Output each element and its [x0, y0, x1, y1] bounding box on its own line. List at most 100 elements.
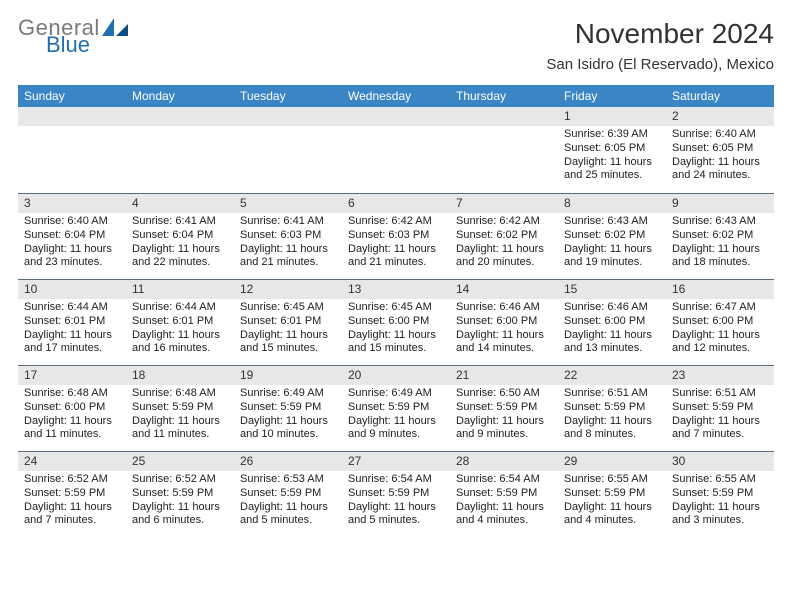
day-number: 11 — [126, 279, 234, 299]
sunrise-text: Sunrise: 6:47 AM — [672, 301, 768, 315]
sunset-text: Sunset: 5:59 PM — [672, 487, 768, 501]
calendar-table: Sunday Monday Tuesday Wednesday Thursday… — [18, 85, 774, 537]
sunset-text: Sunset: 6:05 PM — [564, 142, 660, 156]
calendar-cell: 5Sunrise: 6:41 AMSunset: 6:03 PMDaylight… — [234, 193, 342, 279]
day-number: 9 — [666, 193, 774, 213]
sunrise-text: Sunrise: 6:46 AM — [456, 301, 552, 315]
sunrise-text: Sunrise: 6:49 AM — [240, 387, 336, 401]
location-subtitle: San Isidro (El Reservado), Mexico — [546, 56, 774, 73]
day-details — [126, 126, 234, 193]
day-number: 27 — [342, 451, 450, 471]
daylight-text: Daylight: 11 hours and 4 minutes. — [564, 501, 660, 529]
day-header: Wednesday — [342, 85, 450, 107]
day-details: Sunrise: 6:54 AMSunset: 5:59 PMDaylight:… — [342, 471, 450, 537]
day-details: Sunrise: 6:46 AMSunset: 6:00 PMDaylight:… — [558, 299, 666, 365]
daylight-text: Daylight: 11 hours and 20 minutes. — [456, 243, 552, 271]
daylight-text: Daylight: 11 hours and 4 minutes. — [456, 501, 552, 529]
calendar-cell: 14Sunrise: 6:46 AMSunset: 6:00 PMDayligh… — [450, 279, 558, 365]
daylight-text: Daylight: 11 hours and 21 minutes. — [240, 243, 336, 271]
day-details: Sunrise: 6:51 AMSunset: 5:59 PMDaylight:… — [558, 385, 666, 451]
daylight-text: Daylight: 11 hours and 11 minutes. — [24, 415, 120, 443]
day-details: Sunrise: 6:48 AMSunset: 6:00 PMDaylight:… — [18, 385, 126, 451]
day-details: Sunrise: 6:42 AMSunset: 6:03 PMDaylight:… — [342, 213, 450, 279]
day-number: 16 — [666, 279, 774, 299]
calendar-cell: 17Sunrise: 6:48 AMSunset: 6:00 PMDayligh… — [18, 365, 126, 451]
day-details: Sunrise: 6:41 AMSunset: 6:04 PMDaylight:… — [126, 213, 234, 279]
daylight-text: Daylight: 11 hours and 7 minutes. — [24, 501, 120, 529]
daylight-text: Daylight: 11 hours and 14 minutes. — [456, 329, 552, 357]
sunset-text: Sunset: 5:59 PM — [132, 401, 228, 415]
day-number: 4 — [126, 193, 234, 213]
sunrise-text: Sunrise: 6:55 AM — [564, 473, 660, 487]
sunset-text: Sunset: 5:59 PM — [24, 487, 120, 501]
calendar-cell: 9Sunrise: 6:43 AMSunset: 6:02 PMDaylight… — [666, 193, 774, 279]
day-number: 22 — [558, 365, 666, 385]
day-number: 26 — [234, 451, 342, 471]
sunrise-text: Sunrise: 6:46 AM — [564, 301, 660, 315]
calendar-week-row: 24Sunrise: 6:52 AMSunset: 5:59 PMDayligh… — [18, 451, 774, 537]
day-number — [342, 107, 450, 126]
day-number: 18 — [126, 365, 234, 385]
day-header-row: Sunday Monday Tuesday Wednesday Thursday… — [18, 85, 774, 107]
day-number: 8 — [558, 193, 666, 213]
day-number — [18, 107, 126, 126]
calendar-cell: 1Sunrise: 6:39 AMSunset: 6:05 PMDaylight… — [558, 107, 666, 193]
sunset-text: Sunset: 6:05 PM — [672, 142, 768, 156]
sunrise-text: Sunrise: 6:40 AM — [24, 215, 120, 229]
sunrise-text: Sunrise: 6:43 AM — [672, 215, 768, 229]
day-number: 1 — [558, 107, 666, 126]
sunrise-text: Sunrise: 6:40 AM — [672, 128, 768, 142]
month-title: November 2024 — [546, 18, 774, 50]
sunrise-text: Sunrise: 6:42 AM — [456, 215, 552, 229]
sunset-text: Sunset: 5:59 PM — [456, 487, 552, 501]
daylight-text: Daylight: 11 hours and 6 minutes. — [132, 501, 228, 529]
day-header: Sunday — [18, 85, 126, 107]
calendar-week-row: 10Sunrise: 6:44 AMSunset: 6:01 PMDayligh… — [18, 279, 774, 365]
sunset-text: Sunset: 6:01 PM — [240, 315, 336, 329]
day-number: 24 — [18, 451, 126, 471]
daylight-text: Daylight: 11 hours and 7 minutes. — [672, 415, 768, 443]
day-header: Friday — [558, 85, 666, 107]
day-number: 30 — [666, 451, 774, 471]
day-number — [126, 107, 234, 126]
day-details: Sunrise: 6:51 AMSunset: 5:59 PMDaylight:… — [666, 385, 774, 451]
calendar-cell: 24 Sunrise: 6:52 AMSunset: 5:59 PMDayligh… — [18, 451, 126, 537]
sunrise-text: Sunrise: 6:45 AM — [240, 301, 336, 315]
sunset-text: Sunset: 6:00 PM — [456, 315, 552, 329]
calendar-cell: 7Sunrise: 6:42 AMSunset: 6:02 PMDaylight… — [450, 193, 558, 279]
daylight-text: Daylight: 11 hours and 17 minutes. — [24, 329, 120, 357]
sunset-text: Sunset: 6:03 PM — [348, 229, 444, 243]
daylight-text: Daylight: 11 hours and 15 minutes. — [240, 329, 336, 357]
sunrise-text: Sunrise: 6:54 AM — [456, 473, 552, 487]
day-details: Sunrise: 6:40 AMSunset: 6:04 PMDaylight:… — [18, 213, 126, 279]
calendar-cell: 20Sunrise: 6:49 AMSunset: 5:59 PMDayligh… — [342, 365, 450, 451]
day-number — [450, 107, 558, 126]
sunset-text: Sunset: 5:59 PM — [564, 401, 660, 415]
sunset-text: Sunset: 5:59 PM — [240, 487, 336, 501]
day-details: Sunrise: 6:49 AMSunset: 5:59 PMDaylight:… — [342, 385, 450, 451]
sunrise-text: Sunrise: 6:43 AM — [564, 215, 660, 229]
calendar-cell: 28 Sunrise: 6:54 AMSunset: 5:59 PMDayligh… — [450, 451, 558, 537]
day-details: Sunrise: 6:43 AMSunset: 6:02 PMDaylight:… — [558, 213, 666, 279]
calendar-cell: 23Sunrise: 6:51 AMSunset: 5:59 PMDayligh… — [666, 365, 774, 451]
sunset-text: Sunset: 5:59 PM — [240, 401, 336, 415]
sunrise-text: Sunrise: 6:51 AM — [672, 387, 768, 401]
sunrise-text: Sunrise: 6:44 AM — [24, 301, 120, 315]
day-number: 3 — [18, 193, 126, 213]
calendar-cell: 2Sunrise: 6:40 AMSunset: 6:05 PMDaylight… — [666, 107, 774, 193]
day-details: Sunrise: 6:44 AMSunset: 6:01 PMDaylight:… — [18, 299, 126, 365]
sunrise-text: Sunrise: 6:44 AM — [132, 301, 228, 315]
calendar-cell: 13Sunrise: 6:45 AMSunset: 6:00 PMDayligh… — [342, 279, 450, 365]
sunset-text: Sunset: 6:01 PM — [24, 315, 120, 329]
daylight-text: Daylight: 11 hours and 18 minutes. — [672, 243, 768, 271]
day-number: 28 — [450, 451, 558, 471]
sunrise-text: Sunrise: 6:52 AM — [24, 473, 120, 487]
day-number: 5 — [234, 193, 342, 213]
daylight-text: Daylight: 11 hours and 16 minutes. — [132, 329, 228, 357]
day-details: Sunrise: 6:48 AMSunset: 5:59 PMDaylight:… — [126, 385, 234, 451]
sunrise-text: Sunrise: 6:51 AM — [564, 387, 660, 401]
daylight-text: Daylight: 11 hours and 23 minutes. — [24, 243, 120, 271]
daylight-text: Daylight: 11 hours and 5 minutes. — [348, 501, 444, 529]
day-details — [450, 126, 558, 193]
day-number: 10 — [18, 279, 126, 299]
